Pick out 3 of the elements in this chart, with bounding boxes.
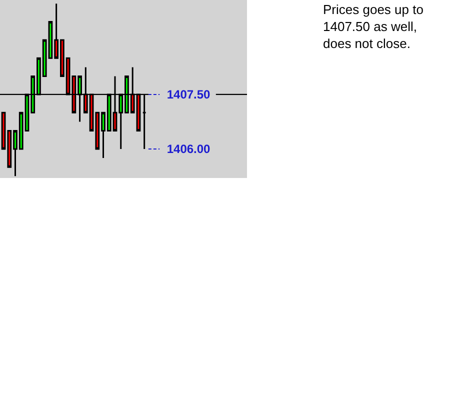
y-tick-label: 1407.50 xyxy=(166,88,211,102)
y-tick-label: 1406.00 xyxy=(166,142,211,156)
text: Prices goes up to 1407.50 as well, does not close. xyxy=(323,2,424,51)
